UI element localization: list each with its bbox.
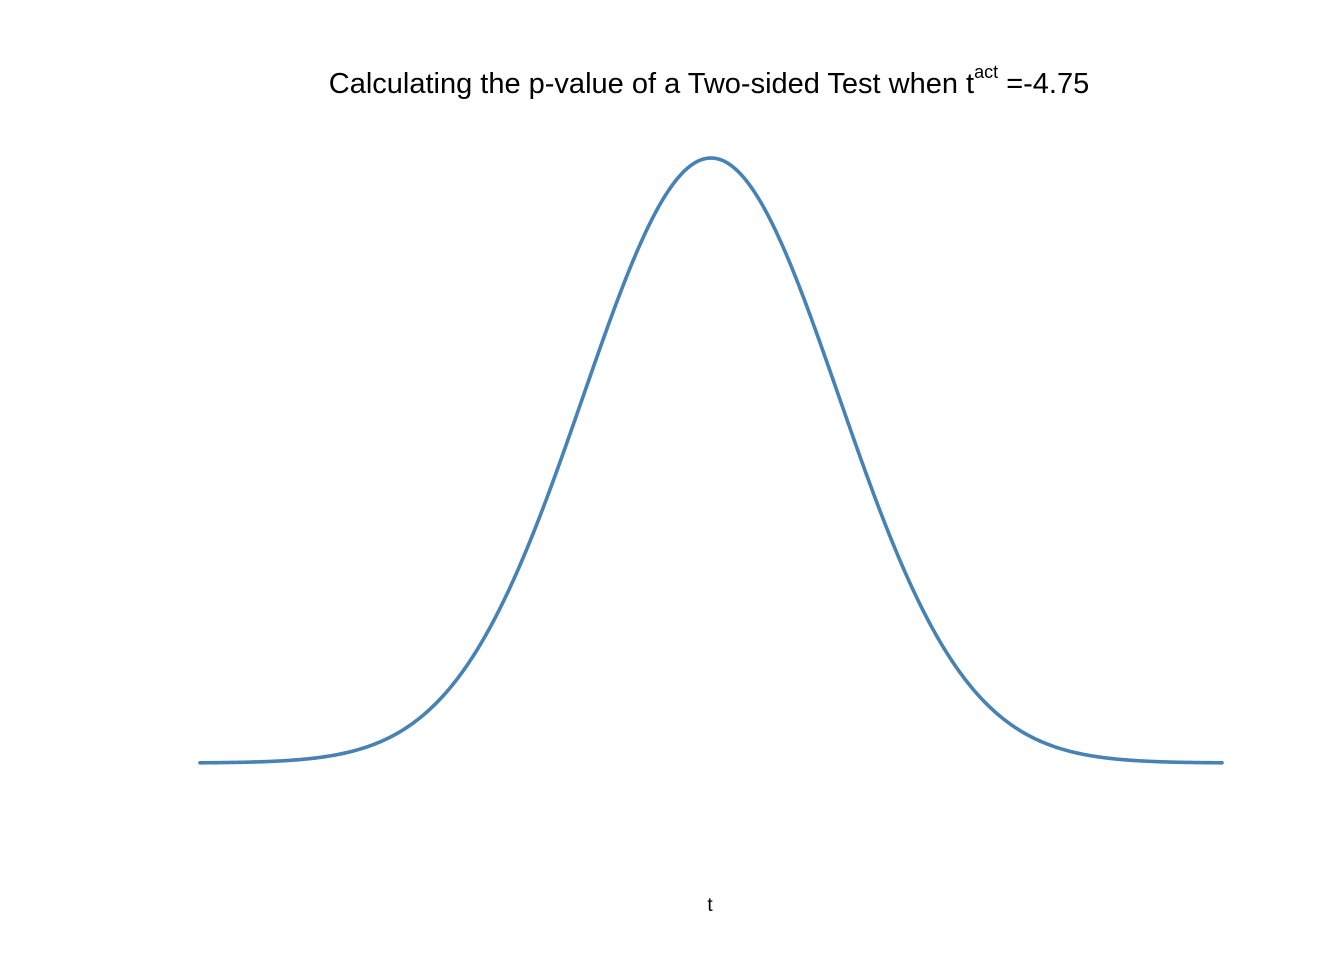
chart-title-prefix: Calculating the p-value of a Two-sided T…	[329, 68, 974, 100]
chart-title: Calculating the p-value of a Two-sided T…	[329, 62, 1089, 100]
density-curve	[198, 156, 1224, 765]
plot-area	[198, 156, 1224, 765]
chart-title-suffix: =-4.75	[998, 68, 1089, 100]
x-axis-label: t	[707, 895, 713, 916]
chart-title-superscript: act	[974, 62, 998, 82]
